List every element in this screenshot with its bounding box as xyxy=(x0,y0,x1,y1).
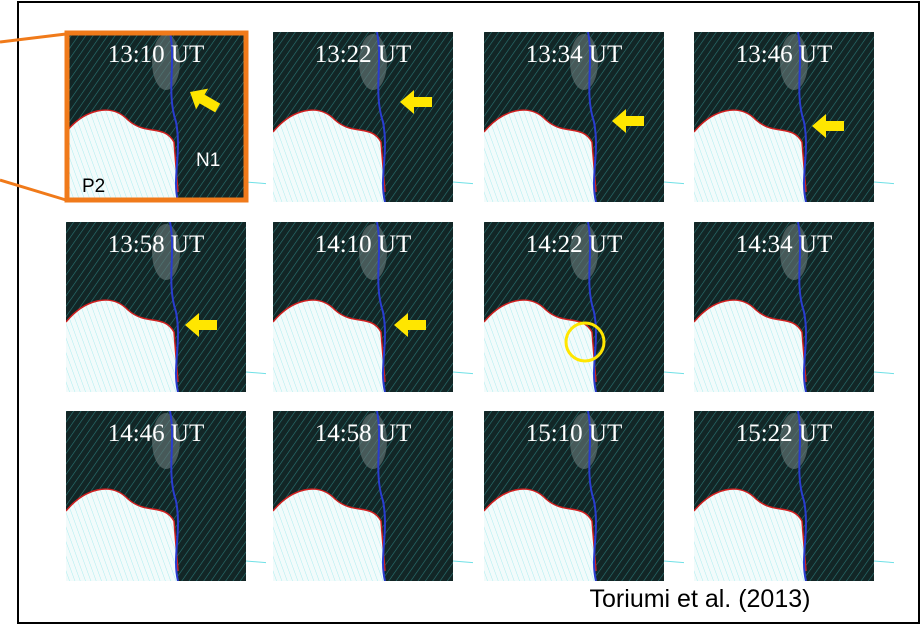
time-label: 14:10 UT xyxy=(315,231,412,258)
time-label: 15:10 UT xyxy=(526,420,623,447)
time-label: 13:10 UT xyxy=(108,41,205,68)
polarity-label: N1 xyxy=(196,150,220,171)
credit: Toriumi et al. (2013) xyxy=(590,585,811,613)
panel: 14:58 UT xyxy=(273,411,478,581)
panel-grid: 13:10 UT 13:22 UT 13:34 UT 13:46 UT 13:58 UT… xyxy=(66,32,899,581)
time-label: 13:58 UT xyxy=(108,231,205,258)
panel: 13:58 UT xyxy=(66,222,271,392)
time-label: 15:22 UT xyxy=(736,420,833,447)
zoom-line xyxy=(0,180,66,200)
time-label: 13:22 UT xyxy=(315,41,412,68)
panel: 14:34 UT xyxy=(694,222,899,392)
time-label: 14:46 UT xyxy=(108,420,205,447)
time-label: 14:22 UT xyxy=(526,231,623,258)
panel: 14:22 UT xyxy=(484,222,689,392)
panel: 13:22 UT xyxy=(273,32,478,202)
panel: 15:10 UT xyxy=(484,411,689,581)
figure: 13:10 UT 13:22 UT 13:34 UT 13:46 UT 13:58 UT… xyxy=(0,0,924,626)
panel: 15:22 UT xyxy=(694,411,899,581)
panel: 13:34 UT xyxy=(484,32,689,202)
panel: 14:46 UT xyxy=(66,411,271,581)
panel: 14:10 UT xyxy=(273,222,478,392)
polarity-label: P2 xyxy=(82,176,105,197)
time-label: 14:34 UT xyxy=(736,231,833,258)
panel: 13:46 UT xyxy=(694,32,899,202)
time-label: 14:58 UT xyxy=(315,420,412,447)
time-label: 13:34 UT xyxy=(526,41,623,68)
zoom-line xyxy=(0,34,66,42)
time-label: 13:46 UT xyxy=(736,41,833,68)
